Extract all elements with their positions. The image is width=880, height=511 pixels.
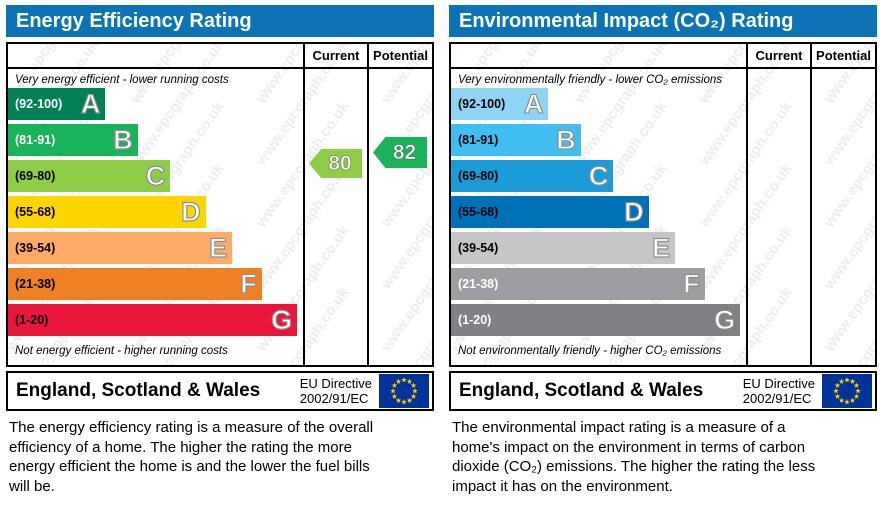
potential-value-column: 82 <box>367 69 432 365</box>
chart-corner-cell <box>451 44 746 69</box>
environmental-impact-title: Environmental Impact (CO₂) Rating <box>459 10 794 32</box>
band-range-label: (21-38) <box>458 277 499 291</box>
band-g: (1-20) G <box>8 304 298 336</box>
band-range-label: (69-80) <box>458 169 499 183</box>
band-range-label: (1-20) <box>458 313 492 327</box>
band-f: (21-38) F <box>451 268 705 300</box>
energy-efficiency-description: The energy efficiency rating is a measur… <box>9 419 374 495</box>
band-letter: D <box>181 196 202 227</box>
caption-bottom: Not environmentally friendly - higher CO… <box>458 345 722 357</box>
band-e: (39-54) E <box>451 232 676 264</box>
band-range-label: (69-80) <box>15 169 56 183</box>
band-letter: D <box>624 196 645 227</box>
current-column-header: Current <box>746 44 810 69</box>
band-a: (92-100) A <box>451 88 549 120</box>
band-letter: A <box>80 88 101 119</box>
band-letter: C <box>588 160 609 191</box>
band-letter: G <box>270 304 293 335</box>
eu-flag-icon <box>822 374 872 408</box>
band-letter: G <box>713 304 736 335</box>
band-range-label: (55-68) <box>15 205 56 219</box>
band-range-label: (1-20) <box>15 313 49 327</box>
chart-corner-cell <box>8 44 303 69</box>
energy-efficiency-title: Energy Efficiency Rating <box>16 10 252 32</box>
caption-bottom: Not energy efficient - higher running co… <box>15 345 228 357</box>
band-letter: E <box>209 232 228 263</box>
band-d: (55-68) D <box>8 196 206 228</box>
eu-directive-line2: 2002/91/EC <box>299 391 369 406</box>
band-b: (81-91) B <box>451 124 581 156</box>
potential-rating-arrow: 82 <box>373 137 427 168</box>
energy-efficiency-panel: Energy Efficiency Rating www.epcgraph.co… <box>6 5 434 511</box>
band-letter: E <box>652 232 671 263</box>
rating-scale-area: Very energy efficient - lower running co… <box>8 69 303 365</box>
chart-footer: England, Scotland & Wales EU Directive 2… <box>449 371 877 411</box>
current-column-header: Current <box>303 44 367 69</box>
band-range-label: (39-54) <box>15 241 56 255</box>
band-range-label: (92-100) <box>458 97 506 111</box>
band-letter: F <box>683 268 701 299</box>
current-rating-arrow: 80 <box>309 149 362 178</box>
energy-efficiency-header: Energy Efficiency Rating <box>6 5 434 37</box>
band-letter: B <box>113 124 134 155</box>
environmental-impact-description: The environmental impact rating is a mea… <box>452 419 816 495</box>
band-c: (69-80) C <box>451 160 614 192</box>
current-value-column <box>746 69 810 365</box>
environmental-impact-header: Environmental Impact (CO₂) Rating <box>449 5 877 37</box>
band-range-label: (81-91) <box>15 133 56 147</box>
potential-column-header: Potential <box>367 44 432 69</box>
eu-directive-text: EU Directive 2002/91/EC <box>743 376 822 406</box>
eu-directive-text: EU Directive 2002/91/EC <box>300 376 379 406</box>
caption-top: Very environmentally friendly - lower CO… <box>458 74 723 86</box>
eu-directive-line1: EU Directive <box>299 376 372 391</box>
band-letter: A <box>523 88 544 119</box>
rating-scale-area: Very environmentally friendly - lower CO… <box>451 69 746 365</box>
region-label: England, Scotland & Wales <box>459 380 704 401</box>
band-c: (69-80) C <box>8 160 171 192</box>
eu-directive-line2: 2002/91/EC <box>742 391 812 406</box>
region-label: England, Scotland & Wales <box>16 380 261 401</box>
chart-footer: England, Scotland & Wales EU Directive 2… <box>6 371 434 411</box>
band-letter: B <box>556 124 577 155</box>
environmental-impact-panel: Environmental Impact (CO₂) Rating www.ep… <box>449 5 877 511</box>
eu-directive-line1: EU Directive <box>742 376 815 391</box>
band-range-label: (21-38) <box>15 277 56 291</box>
band-a: (92-100) A <box>8 88 106 120</box>
band-g: (1-20) G <box>451 304 741 336</box>
potential-value-column <box>810 69 875 365</box>
potential-column-header: Potential <box>810 44 875 69</box>
energy-efficiency-chart: www.epcgraph.co.uk www.epcgraph.co.uk www.… <box>6 42 434 367</box>
band-letter: F <box>240 268 258 299</box>
band-range-label: (39-54) <box>458 241 499 255</box>
environmental-impact-chart: www.epcgraph.co.uk www.epcgraph.co.uk www.… <box>449 42 877 367</box>
band-letter: C <box>145 160 166 191</box>
rating-bands: (92-100) A (81-91) B (69-80) C (55-68) D (39-54)… <box>8 88 303 336</box>
band-range-label: (81-91) <box>458 133 499 147</box>
eu-flag-icon <box>379 374 429 408</box>
band-e: (39-54) E <box>8 232 233 264</box>
band-b: (81-91) B <box>8 124 138 156</box>
band-range-label: (92-100) <box>15 97 63 111</box>
band-f: (21-38) F <box>8 268 262 300</box>
band-range-label: (55-68) <box>458 205 499 219</box>
caption-top: Very energy efficient - lower running co… <box>15 74 229 86</box>
current-value-column: 80 <box>303 69 367 365</box>
rating-bands: (92-100) A (81-91) B (69-80) C (55-68) D (39-54)… <box>451 88 746 336</box>
band-d: (55-68) D <box>451 196 649 228</box>
